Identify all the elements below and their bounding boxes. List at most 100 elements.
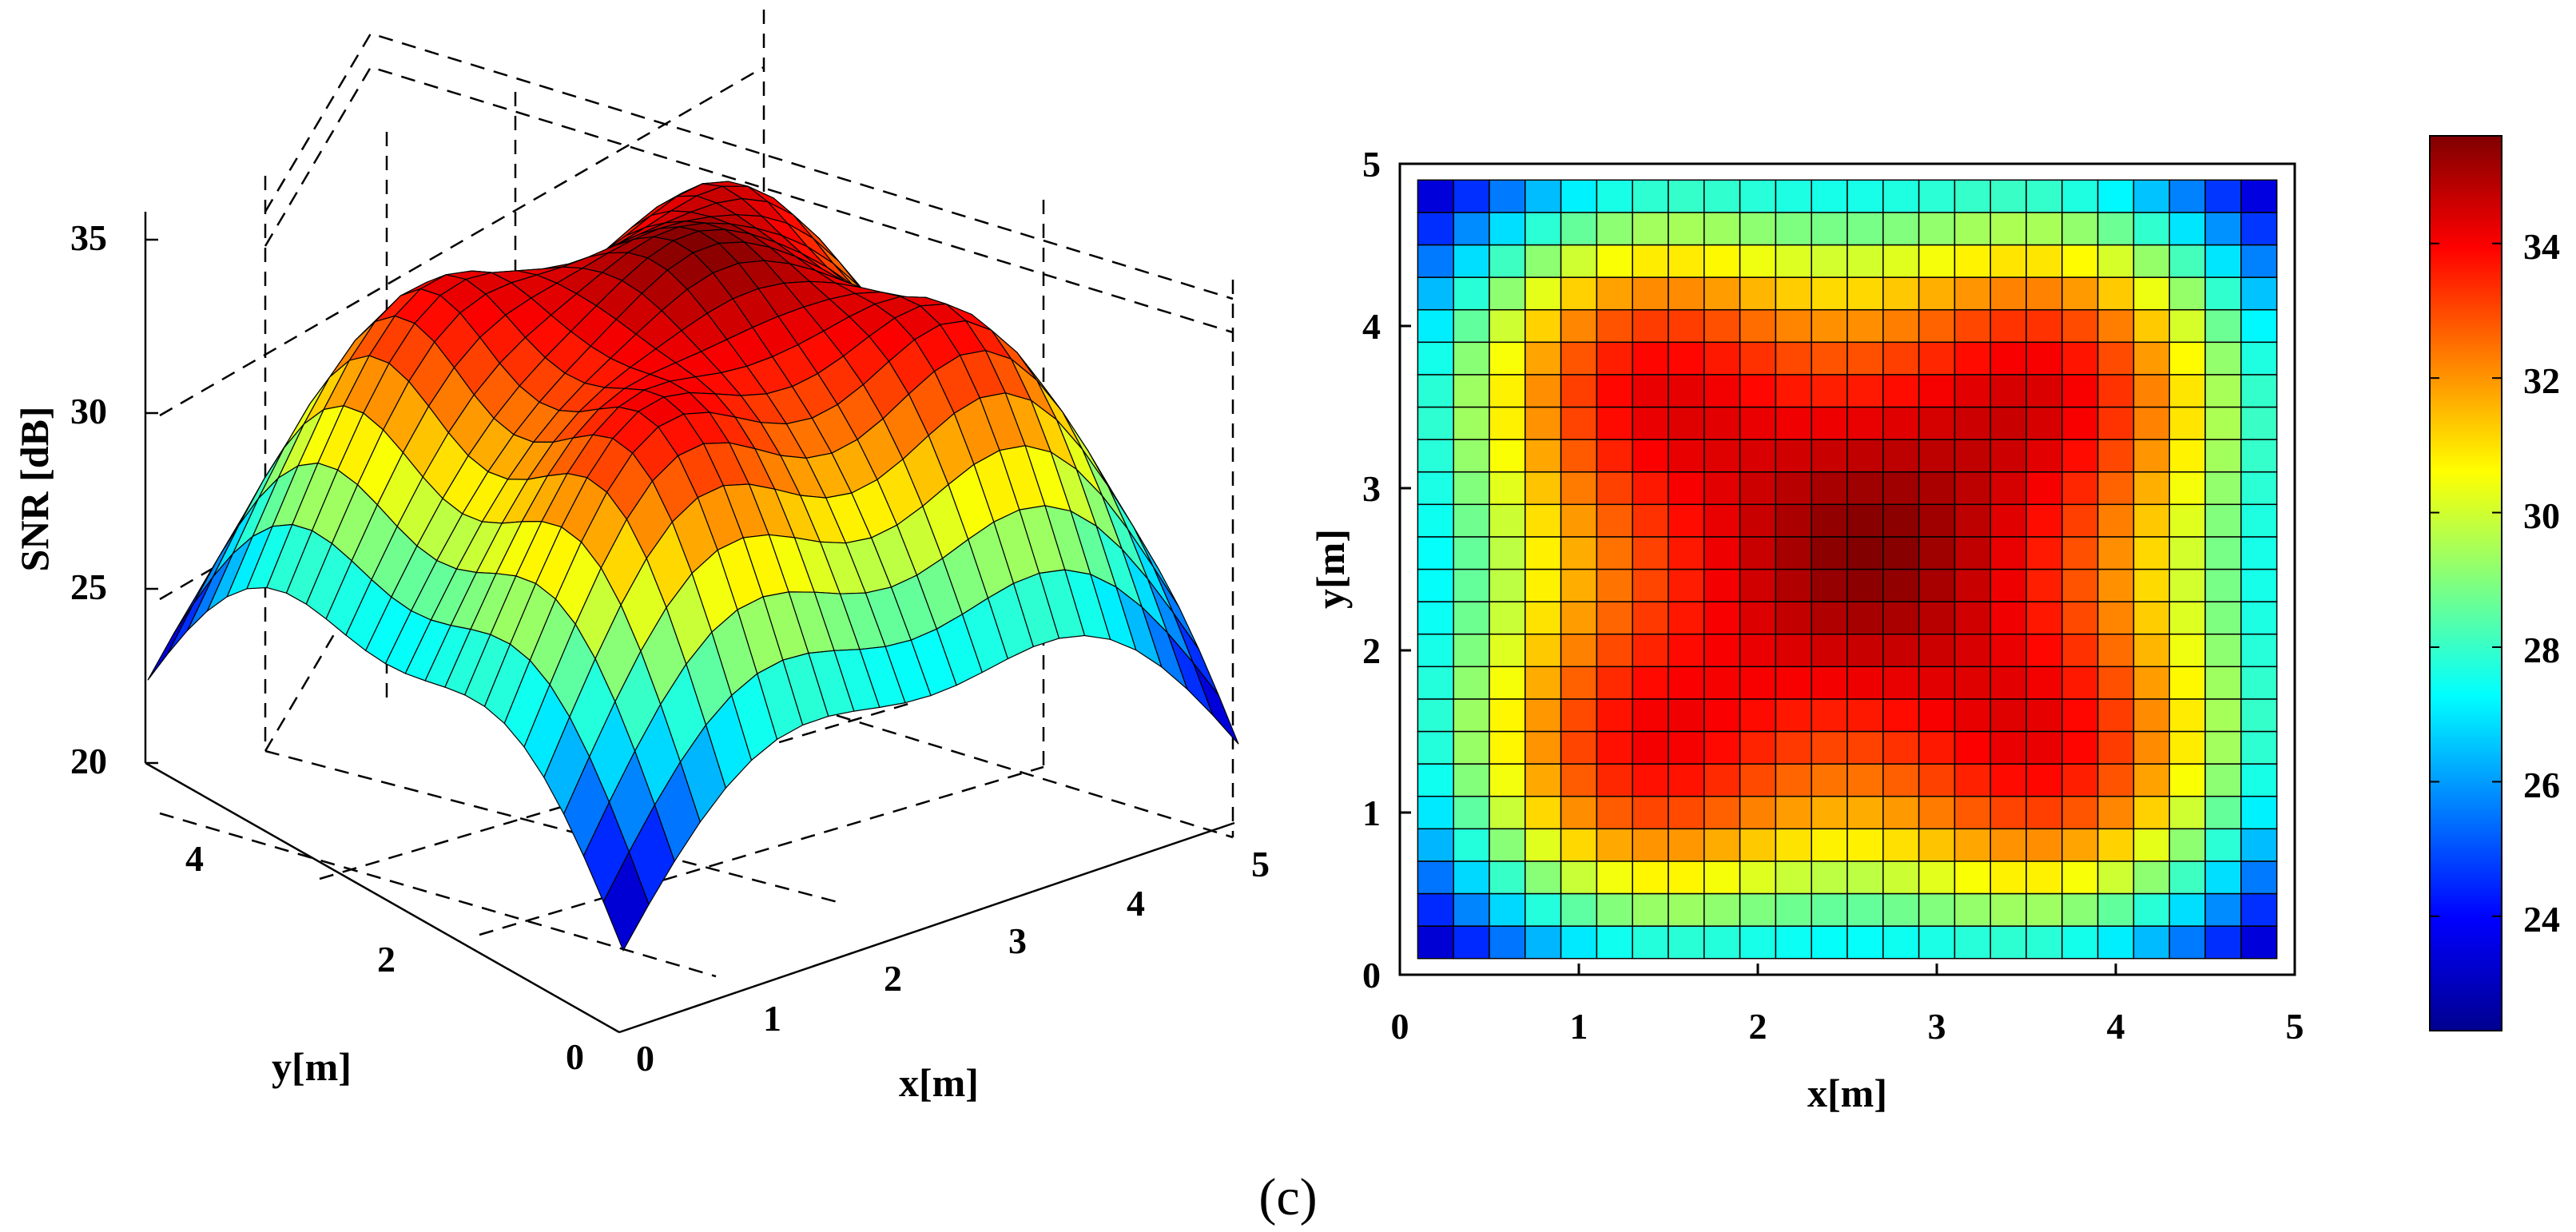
heatmap-cell bbox=[1417, 795, 1454, 830]
x-tick-label: 3 bbox=[1928, 1006, 1946, 1047]
heatmap-cell bbox=[1954, 568, 1991, 602]
heatmap-cell bbox=[1954, 763, 1991, 797]
heatmap-cell bbox=[2169, 763, 2206, 797]
heatmap-cell bbox=[2097, 276, 2135, 311]
heatmap-cell bbox=[1990, 666, 2027, 700]
heatmap-cell bbox=[1990, 795, 2027, 830]
heatmap-cell bbox=[1990, 828, 2027, 862]
heatmap-cell bbox=[1525, 860, 1562, 895]
heatmap-cell bbox=[1954, 892, 1991, 927]
heatmap-cell bbox=[1954, 860, 1991, 895]
heatmap-cell bbox=[1489, 633, 1526, 668]
x-axis-label: x[m] bbox=[1807, 1071, 1887, 1115]
heatmap-cell bbox=[1990, 341, 2027, 376]
heatmap-cell bbox=[1668, 503, 1705, 538]
heatmap-cell bbox=[2204, 503, 2242, 538]
heatmap-cell bbox=[1596, 179, 1633, 213]
heatmap-cell bbox=[2133, 212, 2170, 246]
heatmap-cell bbox=[1811, 406, 1848, 440]
x-tick-label: 1 bbox=[1570, 1006, 1588, 1047]
heatmap-cell bbox=[2133, 828, 2170, 862]
z-axis-label: SNR [dB] bbox=[12, 407, 57, 572]
heatmap-cell bbox=[1489, 308, 1526, 344]
heatmap-cell bbox=[1990, 601, 2027, 635]
heatmap-cell bbox=[1990, 730, 2027, 765]
heatmap-cell bbox=[1775, 666, 1812, 700]
heatmap-cell bbox=[1668, 439, 1705, 473]
heatmap-cell bbox=[2133, 860, 2170, 895]
heatmap-cell bbox=[2169, 503, 2206, 538]
heatmap-cell bbox=[1560, 795, 1598, 830]
heatmap-cell bbox=[1775, 730, 1812, 765]
heatmap-cell bbox=[2169, 828, 2206, 862]
heatmap-cell bbox=[2133, 666, 2170, 700]
heatmap-cell bbox=[1918, 503, 1956, 538]
heatmap-cell bbox=[2025, 503, 2063, 538]
heatmap-cell bbox=[2240, 406, 2278, 440]
heatmap-cell bbox=[1918, 341, 1956, 376]
heatmap-frame bbox=[1398, 162, 2296, 976]
heatmap-cell bbox=[1596, 536, 1633, 570]
heatmap-cell bbox=[2204, 406, 2242, 440]
heatmap-cell bbox=[2240, 633, 2278, 668]
heatmap-cell bbox=[1739, 471, 1777, 506]
heatmap-cell bbox=[1703, 568, 1741, 602]
heatmap-cell bbox=[1453, 828, 1490, 862]
heatmap-cell bbox=[1811, 503, 1848, 538]
heatmap-cell bbox=[1811, 730, 1848, 765]
surface-cells bbox=[147, 181, 1239, 952]
heatmap-cell bbox=[1775, 828, 1812, 862]
heatmap-cell bbox=[1596, 568, 1633, 602]
heatmap-cell bbox=[2025, 633, 2063, 668]
heatmap-cell bbox=[1453, 601, 1490, 635]
floor-grid-line bbox=[319, 701, 912, 880]
heatmap-cell bbox=[1489, 925, 1526, 960]
heatmap-cell bbox=[1739, 341, 1777, 376]
heatmap-cell bbox=[1417, 341, 1454, 376]
heatmap-cell bbox=[1596, 503, 1633, 538]
heatmap-cell bbox=[2169, 471, 2206, 506]
heatmap-cell bbox=[1417, 406, 1454, 440]
heatmap-cell bbox=[1668, 892, 1705, 927]
figure-caption: (c) bbox=[1258, 1168, 1317, 1226]
heatmap-cell bbox=[2025, 406, 2063, 440]
heatmap-cell bbox=[1453, 763, 1490, 797]
heatmap-cell bbox=[2097, 925, 2135, 960]
heatmap-cell bbox=[1560, 503, 1598, 538]
heatmap-cell bbox=[2061, 666, 2099, 700]
heatmap-cell bbox=[1847, 471, 1884, 506]
heatmap-cell bbox=[1918, 892, 1956, 927]
heatmap-cell bbox=[1703, 406, 1741, 440]
heatmap-cell bbox=[2169, 212, 2206, 246]
heatmap-cell bbox=[1739, 568, 1777, 602]
heatmap-cell bbox=[1453, 698, 1490, 733]
heatmap-cell bbox=[1489, 244, 1526, 278]
x-tick-label: 5 bbox=[1251, 844, 1270, 884]
heatmap-cell bbox=[1417, 892, 1454, 927]
heatmap-cell bbox=[1811, 471, 1848, 506]
heatmap-cell bbox=[1882, 244, 1920, 278]
heatmap-cell bbox=[1847, 568, 1884, 602]
heatmap-cell bbox=[1811, 763, 1848, 797]
heatmap-cell bbox=[2097, 503, 2135, 538]
heatmap-cell bbox=[2169, 341, 2206, 376]
z-tick-label: 30 bbox=[70, 391, 107, 431]
heatmap-cell bbox=[1632, 795, 1669, 830]
heatmap-cell bbox=[1632, 730, 1669, 765]
heatmap-cell bbox=[1882, 763, 1920, 797]
heatmap-cell bbox=[1668, 860, 1705, 895]
heatmap-cell bbox=[1525, 406, 1562, 440]
heatmap-cell bbox=[2240, 730, 2278, 765]
heatmap-cell bbox=[1453, 633, 1490, 668]
heatmap-cell bbox=[1417, 244, 1454, 278]
heatmap-cell bbox=[2204, 698, 2242, 733]
heatmap-cell bbox=[1882, 730, 1920, 765]
heatmap-cell bbox=[1417, 601, 1454, 635]
heatmap-cell bbox=[1954, 730, 1991, 765]
heatmap-cell bbox=[2204, 795, 2242, 830]
heatmap-cell bbox=[2240, 892, 2278, 927]
heatmap-cell bbox=[1453, 471, 1490, 506]
y-tick-label: 0 bbox=[566, 1036, 584, 1077]
heatmap-cell bbox=[1811, 244, 1848, 278]
heatmap-cell bbox=[1739, 828, 1777, 862]
